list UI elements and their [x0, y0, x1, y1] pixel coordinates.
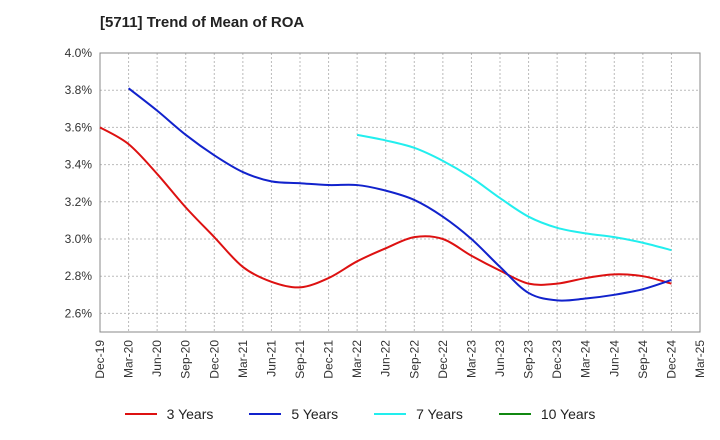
legend-item: 10 Years	[498, 406, 596, 422]
y-tick-label: 3.8%	[65, 83, 93, 97]
legend-swatch	[124, 413, 157, 415]
x-tick-label: Sep-23	[522, 340, 536, 379]
x-tick-label: Mar-21	[236, 340, 250, 378]
x-tick-label: Sep-24	[636, 340, 650, 379]
x-tick-label: Jun-21	[264, 340, 278, 377]
legend-swatch	[498, 413, 531, 415]
x-tick-label: Dec-21	[322, 340, 336, 379]
x-tick-label: Jun-24	[607, 340, 621, 377]
legend-item: 5 Years	[249, 406, 338, 422]
x-tick-label: Dec-23	[550, 340, 564, 379]
x-tick-label: Dec-22	[436, 340, 450, 379]
x-tick-label: Dec-24	[664, 340, 678, 379]
x-tick-label: Jun-20	[150, 340, 164, 377]
y-tick-label: 2.8%	[65, 269, 93, 283]
series-line-7-years	[356, 133, 672, 252]
x-tick-label: Sep-21	[293, 340, 307, 379]
legend-swatch	[249, 413, 282, 415]
legend: 3 Years 5 Years 7 Years 10 Years	[0, 406, 720, 422]
x-tick-label: Sep-20	[179, 340, 193, 379]
legend-swatch	[374, 413, 407, 415]
x-tick-label: Dec-19	[93, 340, 107, 379]
x-tick-label: Jun-22	[379, 340, 393, 377]
x-tick-label: Mar-25	[693, 340, 707, 378]
y-tick-label: 3.6%	[65, 120, 93, 134]
x-tick-label: Jun-23	[493, 340, 507, 377]
y-tick-label: 4.0%	[65, 46, 93, 60]
legend-label: 3 Years	[166, 406, 214, 422]
x-tick-label: Dec-20	[207, 340, 221, 379]
legend-label: 10 Years	[540, 406, 596, 422]
legend-label: 5 Years	[291, 406, 339, 422]
x-tick-label: Mar-23	[464, 340, 478, 378]
legend-item: 3 Years	[124, 406, 214, 422]
x-tick-label: Mar-20	[122, 340, 136, 378]
x-tick-label: Mar-22	[350, 340, 364, 378]
y-tick-label: 3.2%	[65, 195, 93, 209]
legend-label: 7 Years	[416, 406, 463, 422]
chart-title: [5711] Trend of Mean of ROA	[100, 14, 305, 31]
plot-area	[99, 52, 701, 333]
series-line-5-years	[127, 87, 672, 302]
legend-item: 7 Years	[374, 406, 463, 422]
x-tick-label: Sep-22	[407, 340, 421, 379]
y-tick-label: 3.4%	[65, 158, 93, 172]
series-line-3-years	[99, 126, 672, 289]
y-tick-label: 2.6%	[65, 306, 93, 320]
x-tick-label: Mar-24	[579, 340, 593, 378]
y-tick-label: 3.0%	[65, 232, 93, 246]
